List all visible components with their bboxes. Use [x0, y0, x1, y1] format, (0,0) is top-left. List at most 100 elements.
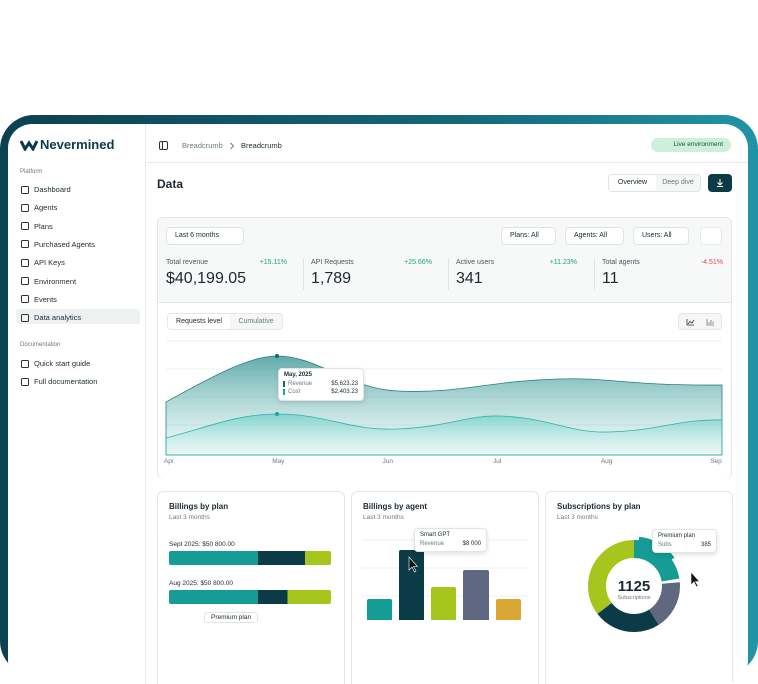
- nav-item[interactable]: Full documentation: [34, 377, 98, 387]
- nav-icon: [21, 377, 29, 386]
- card-subtitle: Last 3 months: [363, 514, 404, 521]
- kpi-divider: [303, 258, 304, 290]
- breadcrumb[interactable]: Breadcrumb: [241, 141, 282, 150]
- download-button[interactable]: [708, 174, 732, 192]
- tooltip-value: $5,623.23: [331, 381, 358, 387]
- nav-item[interactable]: Data analytics: [34, 313, 82, 323]
- tooltip-value: $8 000: [462, 541, 481, 547]
- nav-icon: [21, 258, 29, 267]
- kpi-label: API Requests: [311, 259, 354, 266]
- kpi-value: 1,789: [311, 270, 352, 287]
- stacked-bar: [169, 551, 331, 565]
- logo-icon: [20, 140, 38, 151]
- page-title: Data: [157, 177, 184, 191]
- card: Subscriptions by plan Last 3 months 1125…: [545, 491, 733, 684]
- kpi-label: Total revenue: [166, 259, 209, 266]
- filter-select[interactable]: Agents: All: [565, 227, 625, 245]
- environment-badge[interactable]: Live environment: [651, 138, 731, 152]
- breadcrumb[interactable]: Breadcrumb: [182, 141, 223, 150]
- card: Billings by plan Last 3 months Sept 2025…: [157, 491, 345, 684]
- nav-icon: [21, 277, 29, 285]
- kpi-change: +25.66%: [404, 259, 432, 266]
- tooltip-label: Revenue: [288, 381, 313, 387]
- nav-icon: [21, 185, 29, 194]
- card-title: Billings by plan: [169, 502, 229, 511]
- tab[interactable]: Deep dive: [662, 179, 694, 186]
- tooltip-title: Smart GPT: [420, 532, 451, 538]
- donut-tooltip: Premium plan Subs 385: [652, 529, 717, 553]
- brand: Nevermined: [40, 137, 115, 152]
- period-select[interactable]: Last 6 months: [166, 227, 244, 245]
- card-subtitle: Last 3 months: [557, 514, 598, 521]
- nav-item[interactable]: Environment: [34, 276, 77, 286]
- stacked-bar: [169, 590, 331, 604]
- row-label: Sept 2025: $50 800.00: [169, 541, 235, 548]
- section-title: Documentation: [20, 342, 61, 348]
- kpi-change: +11.23%: [549, 259, 577, 266]
- nav-item[interactable]: Quick start guide: [34, 359, 91, 368]
- nav-item[interactable]: Agents: [34, 203, 58, 213]
- legend-swatch: [283, 389, 285, 395]
- nav-icon: [21, 359, 29, 368]
- area-chart: [165, 340, 723, 456]
- toggle[interactable]: Requests level: [168, 314, 230, 329]
- legend-swatch: [283, 381, 285, 387]
- legend-item: Premium plan: [204, 612, 259, 623]
- chart-type-toggle[interactable]: [678, 313, 722, 330]
- tooltip-title: Premium plan: [658, 533, 696, 539]
- kpi-change: -4.51%: [700, 259, 723, 266]
- nav-item[interactable]: Dashboard: [34, 185, 71, 194]
- nav-icon: [21, 240, 29, 249]
- kpi-label: Total agents: [602, 259, 640, 266]
- kpi-divider: [448, 258, 449, 290]
- tooltip-label: Revenue: [420, 541, 445, 547]
- section-title: Platform: [20, 169, 43, 175]
- toggle[interactable]: Cumulative: [238, 318, 274, 325]
- x-tick-label: Sep: [710, 458, 722, 465]
- chart-tooltip: May, 2025 Revenue $5,623.23 Cost $2,403.…: [278, 368, 364, 401]
- kpi-divider: [594, 258, 595, 290]
- tooltip-label: Subs: [658, 542, 672, 548]
- filter-select[interactable]: Users: All: [633, 227, 689, 245]
- sidebar-toggle[interactable]: [159, 141, 168, 150]
- x-tick-label: May: [272, 458, 285, 465]
- filter-select[interactable]: Plans: All: [501, 227, 556, 245]
- sidebar: Nevermined Platform Dashboard Agents Plans P…: [8, 124, 146, 684]
- kpi-change: +15.11%: [259, 259, 287, 266]
- app-window: Nevermined Platform Dashboard Agents Plans P…: [8, 124, 748, 684]
- nav-item[interactable]: Purchased Agents: [34, 239, 95, 249]
- header-divider: [146, 162, 748, 163]
- card: Billings by agent Last 3 months Smart GP…: [351, 491, 539, 684]
- center-value: 1125: [617, 578, 651, 595]
- nav-icon: [21, 203, 29, 212]
- card-subtitle: Last 3 months: [169, 514, 210, 521]
- active-highlight: [16, 309, 140, 325]
- kpi-value: $40,199.05: [166, 270, 247, 287]
- bar-tooltip: Smart GPT Revenue $8 000: [414, 528, 487, 552]
- nav-item[interactable]: Events: [34, 294, 57, 304]
- kpi-value: 341: [456, 270, 483, 287]
- tab[interactable]: Overview: [609, 175, 656, 191]
- nav-item[interactable]: Plans: [34, 221, 53, 231]
- kpi-label: Active users: [456, 259, 495, 266]
- card-title: Billings by agent: [363, 502, 428, 511]
- row-label: Aug 2025: $50 800.00: [169, 580, 233, 587]
- tooltip-title: May, 2025: [284, 372, 312, 378]
- x-tick-label: Jun: [382, 458, 394, 465]
- nav-item[interactable]: API Keys: [34, 258, 65, 268]
- page: Nevermined Platform Dashboard Agents Plans P…: [0, 115, 758, 684]
- card-title: Subscriptions by plan: [557, 502, 641, 511]
- tooltip-value: $2,403.23: [331, 389, 358, 395]
- x-tick-label: Jul: [493, 458, 502, 465]
- tooltip-label: Cost: [288, 389, 301, 395]
- clear-button[interactable]: [700, 227, 722, 245]
- breadcrumb-separator: [230, 142, 235, 150]
- nav-icon: [21, 295, 29, 304]
- nav-icon: [21, 313, 29, 322]
- kpi-value: 11: [602, 270, 619, 287]
- period-label: Last 6 months: [175, 232, 219, 239]
- nav-icon: [21, 222, 29, 231]
- x-tick-label: Apr: [163, 458, 175, 465]
- x-tick-label: Aug: [600, 458, 613, 465]
- center-label: Subscriptions: [617, 595, 651, 601]
